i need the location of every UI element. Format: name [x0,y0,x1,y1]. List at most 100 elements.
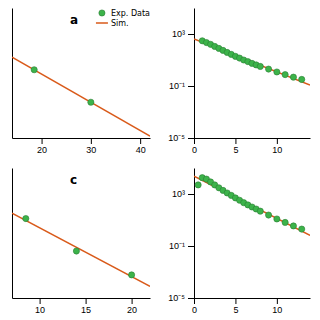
data-point [265,212,271,218]
x-tick-label: 10 [272,305,282,315]
y-axis [12,169,13,299]
fit-line [194,176,310,235]
legend-item: Exp. Data [99,9,150,18]
x-tick-mark [40,298,41,304]
y-tick-label: 10³ [172,189,185,199]
x-tick-mark [277,298,278,304]
y-tick-label: 10⁻⁵ [168,133,185,143]
y-tick: 10³ [172,29,194,39]
y-tick-mark [188,246,194,247]
data-point [265,66,271,72]
x-tick-label: 5 [233,145,238,155]
x-tick: 40 [136,138,146,155]
y-tick: 10⁻⁵ [168,133,194,143]
x-tick-mark [42,138,43,144]
y-tick-label: 10³ [172,29,185,39]
y-tick-mark [188,86,194,87]
y-axis-line [194,169,195,299]
plot-area [194,175,310,236]
x-axis-line [195,298,311,299]
x-tick-mark [86,298,87,304]
x-axis: 0 5 10 [192,138,311,155]
panel: 0 5 10 10⁻⁵ 10⁻¹ 10³ [168,169,310,316]
fit-line [194,39,310,85]
x-tick: 10 [272,298,282,315]
x-tick-label: 0 [192,305,197,315]
y-tick-label: 10⁻¹ [169,241,185,251]
y-axis: 10⁻⁵ 10⁻¹ 10³ [168,9,194,144]
x-axis-line [195,138,311,139]
x-tick-mark [235,138,236,144]
x-axis: 203040 [13,138,151,155]
y-axis: 10⁻⁵ 10⁻¹ 10³ [168,169,194,304]
y-axis [12,9,13,139]
x-tick-mark [140,138,141,144]
x-tick-label: 40 [136,145,146,155]
y-tick: 10⁻¹ [169,81,194,91]
panel-label: a [70,13,78,27]
x-tick-label: 20 [37,145,47,155]
data-point [299,226,305,232]
figure: 203040 a Exp. DataSim. 0 5 10 10⁻⁵ 10⁻¹ 10³ 10 15 2… [0,0,320,320]
plot-area [12,57,150,136]
legend-label: Exp. Data [111,9,150,18]
data-point [23,215,29,221]
legend-item: Sim. [96,19,129,28]
y-tick-mark [188,194,194,195]
x-axis: 10 15 20 [13,298,151,315]
data-point [282,72,288,78]
x-tick: 0 [192,298,197,315]
plot-area [194,38,310,85]
x-axis-line [13,298,151,299]
x-tick: 5 [233,298,238,315]
x-axis: 0 5 10 [192,298,311,315]
data-point [290,74,296,80]
y-tick: 10⁻⁵ [168,293,194,303]
x-tick-label: 20 [127,305,137,315]
panel-label: c [70,173,77,187]
y-tick: 10⁻¹ [169,241,194,251]
data-point [195,182,201,188]
data-point [88,99,94,105]
data-point [299,76,305,82]
data-point [290,223,296,229]
x-tick-mark [91,138,92,144]
data-point [31,67,37,73]
data-point [274,216,280,222]
x-tick-label: 5 [233,305,238,315]
legend-swatch [99,10,105,16]
y-tick: 10³ [172,189,194,199]
x-tick: 10 [35,298,45,315]
y-tick-mark [188,34,194,35]
y-tick-mark [188,138,194,139]
legend: Exp. DataSim. [96,9,150,28]
y-tick-label: 10⁻⁵ [168,293,185,303]
data-point [257,63,263,69]
legend-swatch [96,22,108,24]
y-axis-line [194,9,195,139]
panel: 10 15 20 c [12,169,151,316]
panel: 203040 a Exp. DataSim. [12,9,151,156]
x-axis-line [13,138,151,139]
x-tick-label: 15 [81,305,91,315]
fit-line [12,213,150,286]
plot-area [12,213,150,286]
x-tick: 20 [127,298,137,315]
x-tick-label: 10 [35,305,45,315]
x-tick: 15 [81,298,91,315]
y-axis-line [12,169,13,299]
data-point [274,69,280,75]
fit-line [12,57,150,136]
legend-label: Sim. [111,19,129,28]
x-tick-mark [132,298,133,304]
x-tick: 0 [192,138,197,155]
y-tick-mark [188,298,194,299]
x-tick-mark [194,298,195,304]
panel: 0 5 10 10⁻⁵ 10⁻¹ 10³ [168,9,310,156]
data-point [129,272,135,278]
y-tick-label: 10⁻¹ [169,81,185,91]
x-tick-label: 10 [272,145,282,155]
x-tick: 5 [233,138,238,155]
x-tick: 10 [272,138,282,155]
data-point [257,208,263,214]
